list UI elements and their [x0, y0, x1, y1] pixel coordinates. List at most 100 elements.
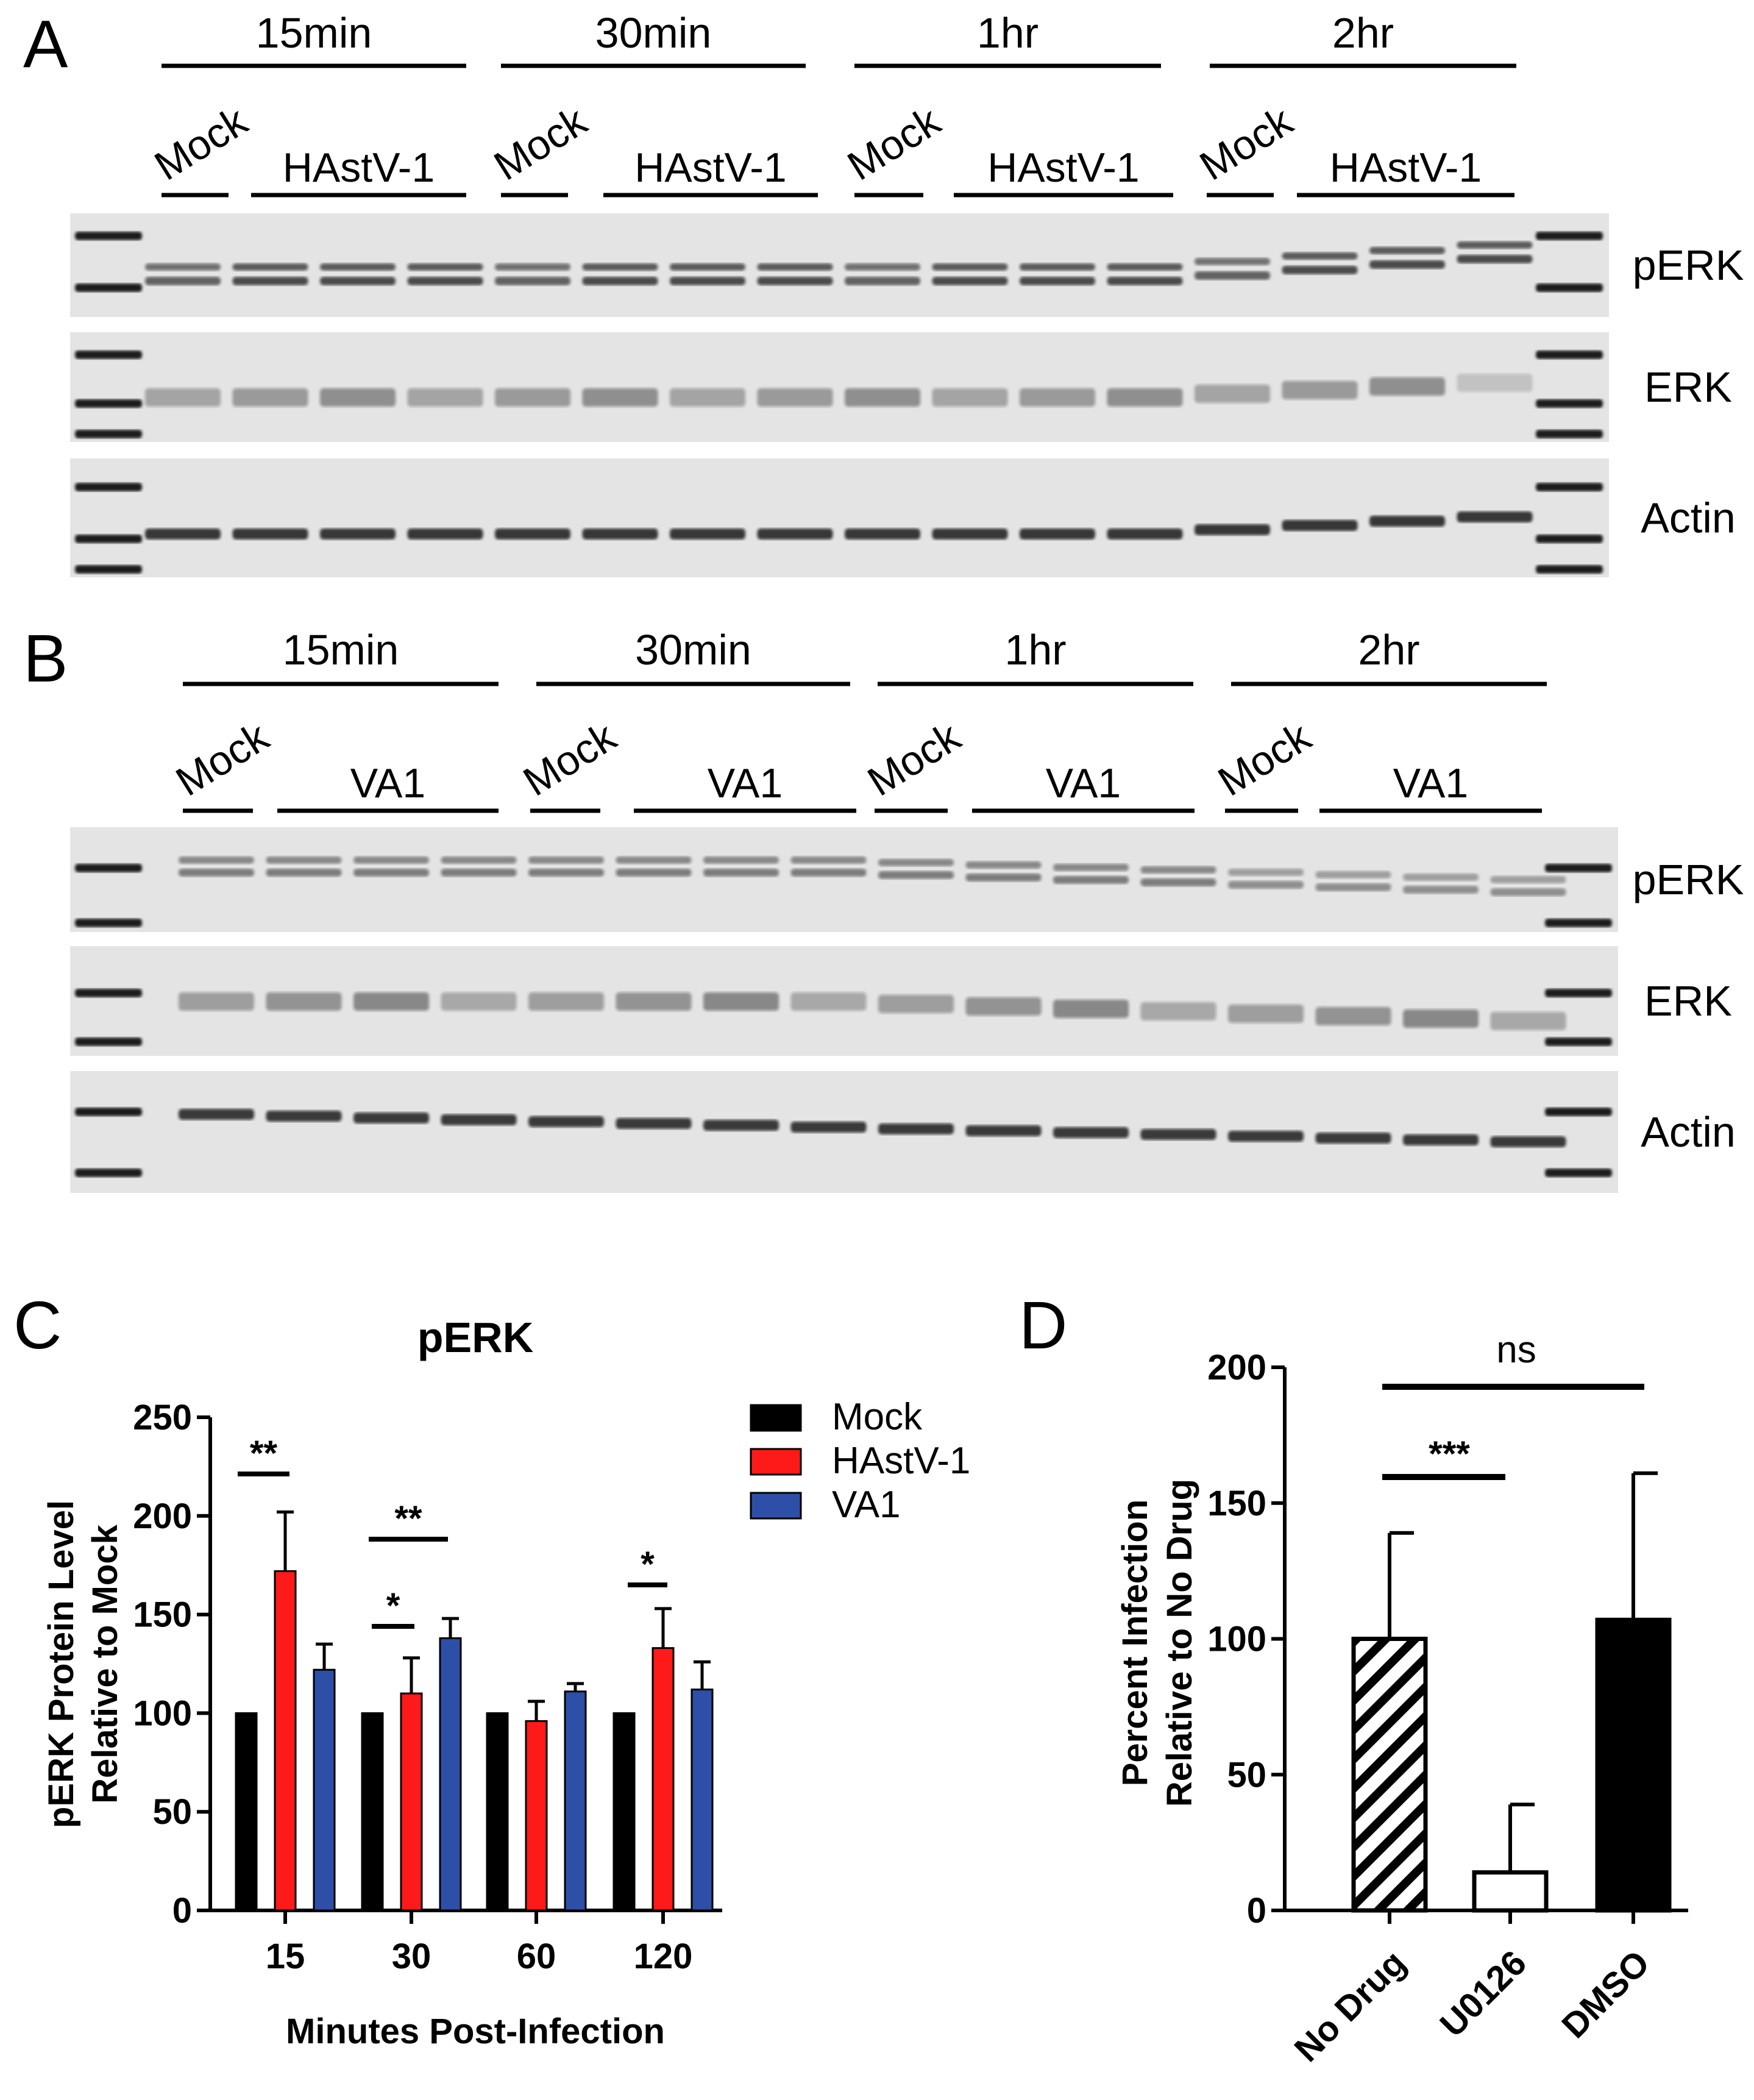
blot-a-ladder-band [75, 283, 142, 292]
chart-d-significance-mark: ns [1496, 1329, 1536, 1371]
blot-a-sample-band [1282, 266, 1358, 274]
blot-b-sample-band [266, 856, 342, 864]
chart-c-bar-va1 [313, 1668, 336, 1912]
blot-b-sample-band [1403, 874, 1479, 881]
blot-b-ladder-band [75, 1038, 142, 1046]
blot-b-ladder-band [75, 919, 142, 927]
chart-c-x-axis-label: Minutes Post-Infection [286, 2012, 665, 2051]
blot-b-sample-band [1228, 1005, 1304, 1023]
blot-a-sample-band [1457, 241, 1533, 249]
blot-b-sample-band [353, 869, 429, 877]
blot-b-sample-band [878, 871, 954, 879]
blot-a-sample-band [932, 277, 1008, 285]
chart-c-y-tick-label: 100 [133, 1693, 192, 1733]
blot-a-ladder-band [75, 351, 142, 359]
panel-letter-c: C [13, 1288, 62, 1363]
blot-b-mock-label: Mock [1210, 713, 1319, 805]
chart-d-significance-mark: *** [1429, 1434, 1470, 1474]
blot-a-sample-band [1020, 277, 1095, 285]
blot-a-sample-band [320, 263, 396, 271]
blot-a-sample-band [145, 388, 221, 407]
blot-a-sample-band [1369, 260, 1445, 269]
blot-a-sample-band [495, 263, 570, 271]
chart-c-legend-swatch-va1 [750, 1492, 802, 1520]
blot-b-sample-band [1403, 1134, 1479, 1145]
blot-a-ladder-band [1536, 399, 1603, 408]
blot-b-sample-band [1053, 1000, 1129, 1018]
blot-b-sample-band [616, 856, 692, 864]
blot-a-sample-band [1369, 377, 1445, 396]
blot-a-sample-band [232, 277, 308, 285]
blot-a-sample-band [757, 277, 833, 285]
blot-b-sample-band [179, 1109, 254, 1120]
chart-c-legend-label-mock: Mock [832, 1396, 923, 1438]
blot-a-ladder-band [1536, 483, 1603, 491]
chart-d-bar-u0126 [1472, 1870, 1549, 1913]
blot-b-sample-band [1140, 878, 1216, 886]
chart-d-y-tick-label: 100 [1207, 1620, 1266, 1659]
blot-b-sample-band [1228, 881, 1304, 889]
blot-b-timepoint-label: 1hr [1004, 626, 1066, 674]
chart-c-legend-swatch-mock [750, 1404, 802, 1432]
blot-a-sample-band [495, 388, 570, 407]
blot-a-sample-band [932, 388, 1008, 407]
blot-a-row-label-erk: ERK [1644, 363, 1732, 411]
blot-b-sample-band [441, 1114, 517, 1125]
panel-letter-b: B [23, 621, 68, 696]
blot-a-sample-band [407, 529, 483, 539]
blot-a-ladder-band [75, 483, 142, 491]
blot-b-sample-band [616, 992, 692, 1011]
blot-b-sample-band [703, 869, 779, 877]
panel-letter-a: A [23, 7, 68, 82]
blot-a-sample-band [1457, 511, 1533, 522]
chart-d-y-axis-label: Relative to No Drug [1160, 1479, 1199, 1807]
blot-b-ladder-band [1545, 1169, 1612, 1177]
blot-b-sample-band [266, 869, 342, 877]
chart-c-bar-mock [361, 1712, 384, 1912]
chart-d-x-tick-label: U0126 [1432, 1943, 1534, 2045]
blot-b-ladder-band [1545, 1108, 1612, 1116]
blot-a-sample-band [1195, 524, 1270, 535]
chart-c-x-tick-label: 120 [634, 1937, 693, 1976]
blot-b-sample-band [1403, 1009, 1479, 1028]
blot-a-ladder-band [1536, 283, 1603, 292]
blot-a-sample-band [845, 529, 920, 539]
blot-b-sample-band [441, 992, 517, 1011]
blot-b-sample-band [1490, 1012, 1566, 1030]
blot-b-sample-band [703, 1120, 779, 1131]
blot-a-timepoint-label: 2hr [1332, 9, 1394, 57]
blot-a-mock-label: Mock [1192, 98, 1301, 190]
chart-c-bar-mock [235, 1712, 258, 1912]
blot-b-sample-band [1490, 1136, 1566, 1147]
blot-b-timepoint-label: 2hr [1358, 626, 1419, 674]
chart-c-y-tick-label: 150 [133, 1595, 192, 1635]
blot-b-ladder-band [75, 1108, 142, 1116]
blot-a-virus-label: HAstV-1 [987, 144, 1139, 191]
blot-b-sample-band [878, 995, 954, 1013]
blot-a-sample-band [1457, 374, 1533, 392]
blot-b-sample-band [703, 856, 779, 864]
blot-a-sample-band [582, 263, 658, 271]
blot-b-sample-band [1228, 1131, 1304, 1142]
blot-b-sample-band [1228, 869, 1304, 876]
blot-b-sample-band [266, 992, 342, 1011]
blot-a-row-label-actin: Actin [1641, 494, 1736, 542]
blot-b-sample-band [266, 1111, 342, 1122]
chart-c-significance-mark: * [386, 1586, 400, 1626]
blot-b-ladder-band [1545, 1038, 1612, 1046]
chart-c-bar-hastv-1 [274, 1570, 297, 1912]
chart-c-y-tick-label: 200 [133, 1497, 192, 1536]
chart-c-bar-hastv-1 [652, 1647, 675, 1912]
blot-a-sample-band [232, 529, 308, 539]
blot-a-sample-band [495, 277, 570, 285]
blot-a-sample-band [845, 263, 920, 271]
chart-c-bar-mock [612, 1712, 636, 1912]
blot-b-timepoint-label: 15min [283, 626, 399, 674]
blot-b-sample-band [1140, 866, 1216, 874]
blot-b-ladder-band [75, 1169, 142, 1177]
blot-b-row-label-erk: ERK [1644, 977, 1732, 1025]
blot-a-virus-label: HAstV-1 [283, 144, 435, 191]
chart-c-title: pERK [417, 1314, 534, 1361]
blot-a-sample-band [320, 388, 396, 407]
blot-a-ladder-band [1536, 565, 1603, 574]
